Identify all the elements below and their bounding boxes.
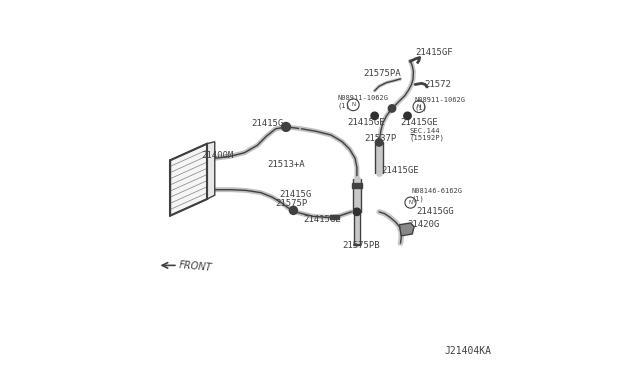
Text: 21415GG: 21415GG [416,206,454,216]
Circle shape [388,105,396,112]
Text: 21415G: 21415G [251,119,284,128]
Text: N: N [417,104,421,109]
Text: N08146-6162G
(1): N08146-6162G (1) [412,188,463,202]
Polygon shape [207,142,215,199]
Text: SEC.144
(15192P): SEC.144 (15192P) [410,128,444,141]
Polygon shape [170,144,207,215]
Text: 21415GE: 21415GE [303,215,341,224]
Text: FRONT: FRONT [179,260,213,273]
Text: 21575PB: 21575PB [342,241,380,250]
Circle shape [282,122,291,131]
Text: N08911-1062G
(1): N08911-1062G (1) [337,95,388,109]
Text: 21415GF: 21415GF [415,48,453,57]
Text: 21572: 21572 [424,80,451,89]
Text: 21415G: 21415G [280,190,312,199]
Bar [330,215,339,219]
Text: N08911-1062G
(1): N08911-1062G (1) [415,97,465,111]
Circle shape [289,206,298,214]
Text: 21513+A: 21513+A [268,160,305,169]
Bar [352,183,362,188]
Polygon shape [399,223,414,236]
Text: 21415GE: 21415GE [381,166,419,175]
Text: 21575PA: 21575PA [364,69,401,78]
Text: J21404KA: J21404KA [445,346,492,356]
Text: 21420G: 21420G [408,219,440,228]
Text: 21400M: 21400M [201,151,234,160]
Text: N: N [351,102,355,107]
Text: 21537P: 21537P [364,134,397,143]
Text: 21415GE: 21415GE [348,118,385,127]
Circle shape [353,208,360,215]
Text: N: N [408,200,413,205]
Circle shape [376,139,383,146]
Text: 21415GE: 21415GE [401,118,438,127]
Circle shape [404,112,411,119]
Circle shape [371,112,378,119]
Text: 21575P: 21575P [275,199,307,208]
